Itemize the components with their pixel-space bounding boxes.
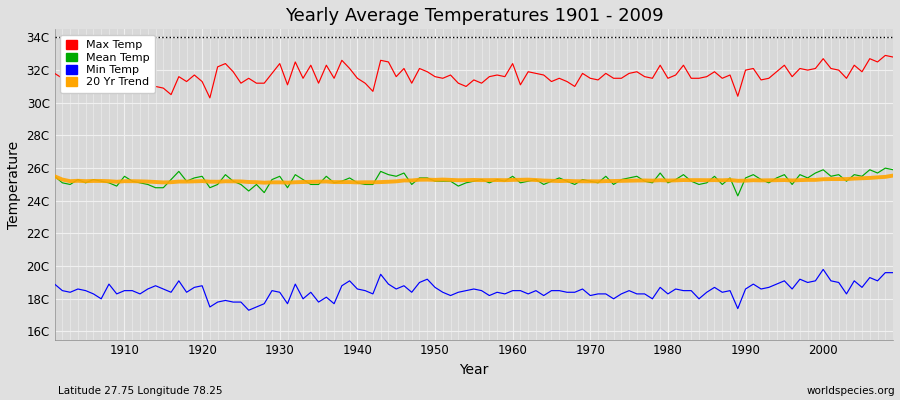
Text: Latitude 27.75 Longitude 78.25: Latitude 27.75 Longitude 78.25 bbox=[58, 386, 223, 396]
X-axis label: Year: Year bbox=[459, 363, 489, 377]
Title: Yearly Average Temperatures 1901 - 2009: Yearly Average Temperatures 1901 - 2009 bbox=[284, 7, 663, 25]
Legend: Max Temp, Mean Temp, Min Temp, 20 Yr Trend: Max Temp, Mean Temp, Min Temp, 20 Yr Tre… bbox=[60, 35, 155, 93]
Y-axis label: Temperature: Temperature bbox=[7, 140, 21, 228]
Text: worldspecies.org: worldspecies.org bbox=[807, 386, 896, 396]
